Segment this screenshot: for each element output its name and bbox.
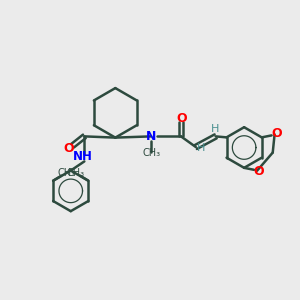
Text: CH₃: CH₃ [66, 167, 84, 178]
Text: O: O [176, 112, 187, 125]
Text: H: H [197, 143, 206, 153]
Text: O: O [271, 128, 282, 140]
Text: O: O [63, 142, 74, 155]
Text: N: N [146, 130, 156, 143]
Text: NH: NH [73, 150, 93, 164]
Text: CH₃: CH₃ [142, 148, 160, 158]
Text: H: H [211, 124, 219, 134]
Text: O: O [254, 165, 264, 178]
Text: CH₃: CH₃ [57, 167, 75, 178]
